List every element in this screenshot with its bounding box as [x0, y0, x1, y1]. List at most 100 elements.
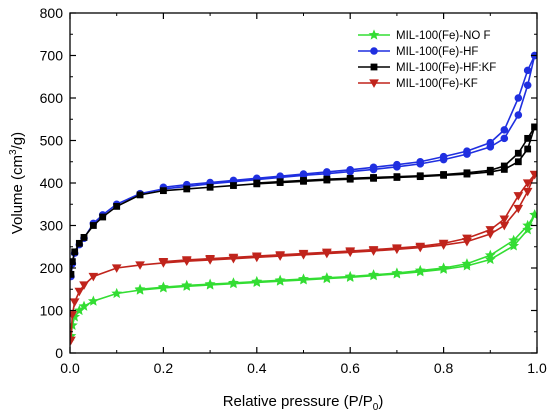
legend-item: MIL-100(Fe)-HF:KF [358, 62, 496, 74]
data-point [440, 171, 447, 178]
data-point [160, 187, 167, 195]
x-axis-title-subscript: 0 [373, 402, 379, 413]
data-point [323, 175, 331, 183]
data-point [508, 234, 520, 245]
data-point [113, 202, 121, 210]
y-tick-label: 500 [40, 133, 64, 149]
series-4 [70, 170, 537, 346]
data-point [438, 262, 449, 273]
y-axis-title-main: Volume (cm [9, 155, 26, 234]
data-point [70, 270, 75, 278]
data-point [206, 183, 214, 191]
x-axis-title: Relative pressure (P/P0) [223, 393, 384, 413]
legend-label: MIL-100(Fe)-HF [396, 46, 478, 58]
x-tick-label: 0.0 [60, 360, 80, 376]
data-point [393, 160, 401, 169]
data-point [529, 170, 537, 180]
data-point [414, 264, 426, 276]
data-point [71, 248, 79, 256]
data-point [73, 304, 85, 316]
x-tick-label: 0.8 [434, 360, 454, 376]
y-axis-title-superscript: 3 [8, 149, 19, 155]
y-axis-ticks: 0 100 200 300 400 500 600 700 800 [40, 5, 537, 361]
data-point [230, 182, 237, 189]
data-point [523, 66, 532, 75]
data-point [70, 311, 78, 320]
data-point [78, 300, 90, 311]
data-point [228, 277, 239, 288]
y-tick-label: 400 [40, 175, 64, 191]
data-point [524, 134, 532, 142]
data-point [522, 187, 533, 197]
legend-item: MIL-100(Fe)-KF [358, 78, 478, 90]
data-point [439, 152, 448, 161]
data-point [111, 287, 123, 299]
data-point [70, 298, 80, 307]
y-tick-label: 200 [40, 260, 64, 276]
y-tick-label: 600 [40, 90, 64, 106]
data-point [300, 177, 307, 184]
data-point [89, 222, 97, 229]
data-point [438, 239, 449, 249]
data-point [522, 224, 534, 235]
data-point [87, 295, 99, 306]
data-point [251, 252, 262, 261]
data-point [514, 149, 522, 157]
data-point [531, 123, 537, 131]
data-point [75, 239, 83, 247]
data-point [275, 251, 285, 260]
data-point [513, 192, 524, 201]
data-point [299, 170, 308, 178]
data-point [345, 247, 356, 256]
data-point [368, 246, 379, 255]
y-axis-title-close: /g) [9, 132, 26, 150]
series-3 [70, 123, 537, 278]
data-point [74, 287, 85, 297]
data-point [298, 249, 309, 259]
data-point [486, 166, 494, 174]
data-point [368, 269, 379, 280]
data-point [484, 253, 496, 265]
data-point [463, 147, 471, 155]
legend-label: MIL-100(Fe)-KF [396, 78, 478, 90]
data-point [204, 278, 216, 289]
data-point [321, 272, 333, 283]
x-axis-title-main: Relative pressure (P/P [223, 393, 373, 410]
data-point [323, 168, 331, 176]
y-axis-title: Volume (cm3/g) [8, 132, 26, 234]
data-point [370, 174, 377, 181]
data-point [508, 240, 520, 251]
data-point [158, 258, 169, 267]
data-point [523, 81, 532, 90]
legend-marker [370, 47, 378, 55]
x-tick-label: 0.4 [247, 360, 267, 376]
series-layer [70, 51, 537, 346]
data-point [529, 209, 537, 220]
data-point [111, 264, 122, 273]
data-point [500, 162, 508, 170]
legend: MIL-100(Fe)-NO F MIL-100(Fe)-HF MIL-100(Fe… [358, 29, 496, 90]
data-point [524, 145, 532, 153]
data-point [391, 267, 403, 278]
data-point [369, 163, 378, 172]
data-point [183, 185, 191, 193]
data-point [276, 172, 284, 180]
data-point [322, 248, 332, 258]
data-point [181, 256, 192, 265]
legend-marker [370, 63, 378, 71]
data-point [522, 219, 534, 231]
data-point [70, 336, 76, 346]
data-point [484, 249, 496, 260]
data-point [70, 258, 76, 266]
legend-marker [368, 29, 380, 40]
data-point [251, 275, 263, 287]
data-point [500, 134, 509, 143]
data-point [393, 173, 401, 181]
data-point [462, 234, 472, 244]
data-point [274, 274, 286, 285]
x-tick-label: 0.6 [340, 360, 360, 376]
data-point [346, 166, 355, 174]
x-tick-label: 1.0 [527, 360, 547, 376]
legend-item: MIL-100(Fe)-HF [358, 46, 478, 58]
legend-item: MIL-100(Fe)-NO F [358, 29, 491, 42]
